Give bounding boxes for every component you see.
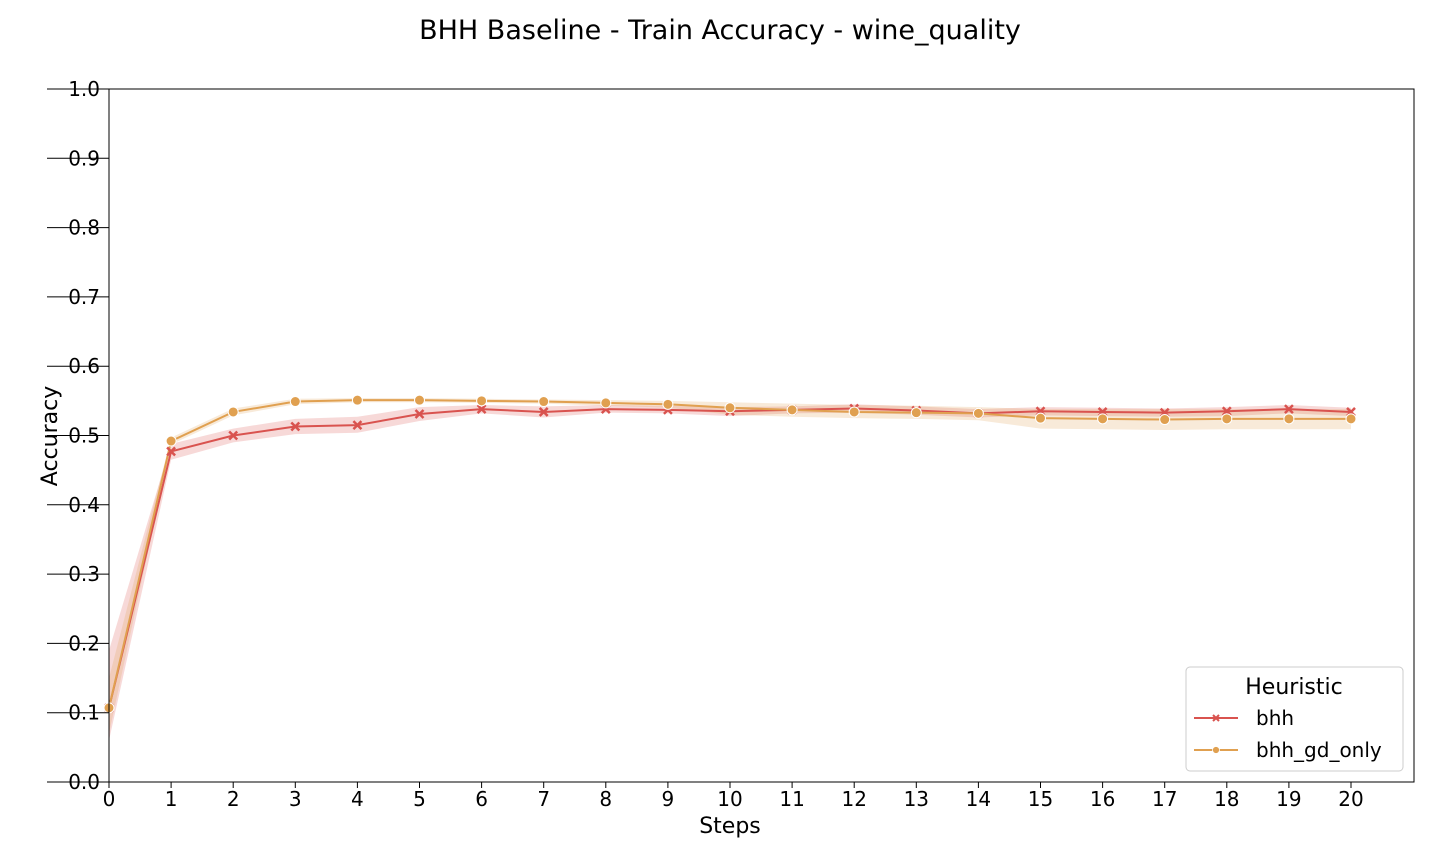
legend: Heuristic bhh bhh_gd_only <box>1185 666 1404 772</box>
x-tick-label-15: 15 <box>1028 787 1053 811</box>
legend-items: bhh bhh_gd_only <box>1194 706 1382 762</box>
point-stroke-b <box>538 407 549 417</box>
legend-marker-bhh <box>1212 714 1220 722</box>
x-tick-label-3: 3 <box>289 787 302 811</box>
point-bhh_gd_only-11 <box>786 404 798 416</box>
point-stroke-b <box>290 421 301 432</box>
point-bhh-6 <box>476 404 487 415</box>
point-bhh_gd_only-6 <box>476 395 488 407</box>
x-tick-label-18: 18 <box>1214 787 1239 811</box>
x-tick-label-12: 12 <box>841 787 866 811</box>
x-tick-label-10: 10 <box>717 787 742 811</box>
line-bhh <box>108 407 1352 709</box>
point-bhh_gd_only-5 <box>414 394 425 406</box>
point-bhh_gd_only-15 <box>1035 412 1046 424</box>
x-tick-label-5: 5 <box>413 787 426 811</box>
y-tick-label-0.9: 0.9 <box>68 146 100 170</box>
point-stroke-b <box>166 446 176 457</box>
point-bhh_gd_only-12 <box>848 406 860 418</box>
point-bhh-4 <box>352 420 363 430</box>
y-tick-label-0.3: 0.3 <box>68 562 100 586</box>
band-bhh <box>109 404 1351 741</box>
y-tick-label-0.1: 0.1 <box>68 701 100 725</box>
point-bhh-18 <box>1221 406 1232 417</box>
point-bhh_gd_only-20 <box>1345 413 1357 425</box>
x-tick-label-8: 8 <box>599 787 612 811</box>
x-tick-label-19: 19 <box>1276 787 1301 811</box>
point-bhh_gd_only-9 <box>662 398 674 410</box>
point-stroke-b <box>414 409 425 419</box>
point-bhh-5 <box>414 409 425 419</box>
x-tick-label-16: 16 <box>1090 787 1115 811</box>
x-tick-label-0: 0 <box>103 787 116 811</box>
point-bhh-7 <box>538 407 549 417</box>
confidence-bands <box>109 398 1351 741</box>
legend-box <box>1185 666 1404 772</box>
x-tick-label-13: 13 <box>904 787 929 811</box>
legend-label-bhh_gd_only: bhh_gd_only <box>1256 738 1382 762</box>
legend-marker-stroke-b <box>1212 714 1220 722</box>
point-bhh_gd_only-4 <box>351 394 363 406</box>
point-bhh_gd_only-13 <box>910 407 922 419</box>
y-axis-title: Accuracy <box>38 386 63 486</box>
x-tick-label-20: 20 <box>1338 787 1363 811</box>
y-tick-label-0.0: 0.0 <box>68 770 100 794</box>
point-bhh_gd_only-7 <box>538 396 550 408</box>
x-tick-label-4: 4 <box>351 787 364 811</box>
legend-title: Heuristic <box>1245 675 1342 700</box>
series-lines <box>108 399 1352 709</box>
y-tick-label-0.4: 0.4 <box>68 493 100 517</box>
point-bhh_gd_only-17 <box>1159 414 1171 426</box>
x-tick-label-17: 17 <box>1152 787 1177 811</box>
point-stroke-b <box>1221 406 1232 417</box>
series-markers <box>103 394 1357 714</box>
x-tick-label-9: 9 <box>662 787 675 811</box>
y-tick-label-0.5: 0.5 <box>68 424 100 448</box>
point-bhh_gd_only-1 <box>165 435 177 447</box>
point-stroke-b <box>352 420 363 430</box>
point-bhh-19 <box>1284 404 1294 415</box>
point-bhh-3 <box>290 421 301 432</box>
point-bhh_gd_only-10 <box>724 402 736 414</box>
y-tick-label-1.0: 1.0 <box>68 77 100 101</box>
legend-marker-bhh_gd_only <box>1212 746 1220 754</box>
x-tick-label-6: 6 <box>475 787 488 811</box>
point-bhh_gd_only-3 <box>289 396 301 408</box>
point-bhh_gd_only-18 <box>1221 413 1233 425</box>
line-bhh_gd_only <box>108 399 1351 709</box>
y-tick-label-0.2: 0.2 <box>68 631 100 655</box>
point-bhh_gd_only-2 <box>227 406 239 418</box>
x-tick-label-1: 1 <box>165 787 178 811</box>
y-tick-label-0.7: 0.7 <box>68 285 100 309</box>
y-axis: 0.0 0.1 0.2 0.3 0.4 0.5 0.6 0.7 0.8 0.9 1.0 <box>47 77 109 794</box>
x-tick-label-14: 14 <box>966 787 991 811</box>
x-tick-label-7: 7 <box>537 787 550 811</box>
x-tick-label-11: 11 <box>779 787 804 811</box>
y-tick-label-0.6: 0.6 <box>68 354 100 378</box>
point-stroke-b <box>1284 404 1294 415</box>
legend-label-bhh: bhh <box>1256 706 1294 730</box>
point-bhh_gd_only-16 <box>1097 413 1109 425</box>
x-tick-label-2: 2 <box>227 787 240 811</box>
x-axis: 0 1 2 3 4 5 6 7 8 9 10 11 12 13 14 15 16 17 18 19 20 <box>103 782 1364 811</box>
band-bhh_gd_only <box>109 398 1351 734</box>
x-axis-title: Steps <box>699 814 761 839</box>
point-stroke-b <box>476 404 487 415</box>
point-bhh-1 <box>166 446 176 457</box>
point-bhh_gd_only-14 <box>972 407 984 419</box>
point-bhh-2 <box>228 430 239 441</box>
y-tick-label-0.8: 0.8 <box>68 216 100 240</box>
chart-title: BHH Baseline - Train Accuracy - wine_qua… <box>419 15 1021 46</box>
point-stroke-b <box>228 430 239 441</box>
point-bhh_gd_only-8 <box>600 397 612 409</box>
point-bhh_gd_only-19 <box>1283 413 1295 425</box>
